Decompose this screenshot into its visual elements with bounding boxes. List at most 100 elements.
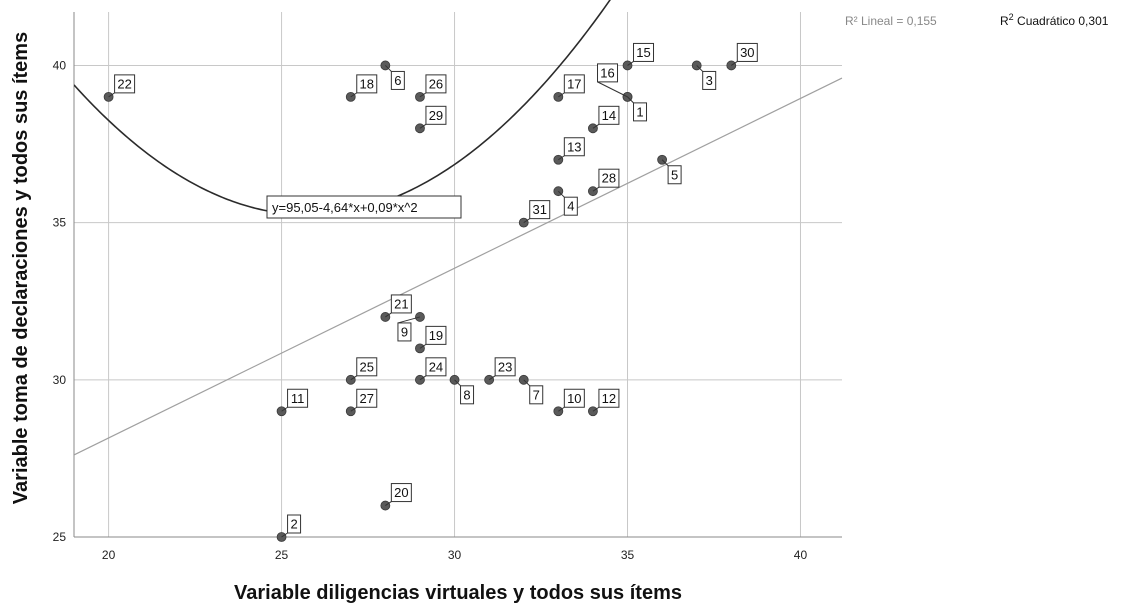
- label-text: 25: [360, 359, 374, 374]
- point-label: 27: [350, 388, 378, 412]
- label-box: [702, 70, 717, 90]
- data-points: [103, 60, 737, 542]
- point-label: 9: [397, 316, 421, 342]
- point-label: 30: [731, 42, 758, 66]
- label-text: 17: [567, 76, 581, 91]
- label-text: 11: [291, 391, 305, 406]
- x-tick-label: 25: [275, 548, 289, 562]
- label-text: 14: [602, 108, 616, 123]
- label-text: 29: [429, 108, 443, 123]
- point-label: 7: [523, 379, 544, 405]
- point-label: 4: [557, 190, 578, 216]
- fit-equation-box: y=95,05-4,64*x+0,09*x^2: [266, 195, 462, 219]
- quadratic-equation: y=95,05-4,64*x+0,09*x^2: [272, 200, 418, 215]
- label-box: [598, 388, 620, 408]
- label-box: [425, 105, 447, 125]
- label-text: 2: [290, 517, 297, 532]
- y-tick-label: 40: [53, 58, 67, 72]
- y-axis-title: Variable toma de declaraciones y todos s…: [10, 32, 32, 504]
- label-leader-line: [558, 92, 565, 98]
- label-leader-line: [592, 186, 600, 192]
- point-label: 2: [281, 514, 302, 538]
- label-text: 9: [401, 324, 408, 339]
- label-text: 30: [740, 45, 754, 60]
- linear-fit-line: [74, 77, 843, 456]
- point-label: 12: [592, 388, 620, 412]
- label-text: 16: [600, 65, 614, 80]
- label-leader-line: [385, 312, 392, 318]
- label-box: [287, 388, 309, 408]
- point-label: 3: [696, 65, 717, 90]
- label-leader-line: [419, 343, 427, 349]
- grid-lines: [74, 12, 842, 538]
- label-text: 18: [360, 76, 374, 91]
- point-label: 19: [419, 325, 447, 349]
- label-text: 8: [463, 387, 470, 402]
- label-box: [736, 42, 758, 62]
- label-box: [667, 165, 682, 185]
- label-leader-line: [350, 92, 358, 98]
- label-text: 22: [117, 76, 131, 91]
- label-leader-line: [397, 316, 421, 324]
- label-box: [460, 385, 475, 405]
- point-label: 29: [419, 105, 447, 129]
- label-box: [494, 357, 516, 377]
- point-label: 31: [523, 200, 551, 224]
- label-box: [529, 200, 551, 220]
- x-tick-label: 30: [448, 548, 462, 562]
- label-text: 12: [602, 391, 616, 406]
- x-tick-label: 35: [621, 548, 635, 562]
- label-text: 20: [394, 485, 408, 500]
- label-box: [425, 74, 447, 94]
- label-leader-line: [661, 159, 669, 167]
- label-text: 27: [360, 391, 374, 406]
- label-leader-line: [731, 61, 738, 66]
- label-box: [390, 294, 412, 314]
- y-tick-label: 25: [53, 530, 67, 544]
- label-leader-line: [627, 61, 634, 66]
- y-tick-label: 35: [53, 216, 67, 230]
- label-text: 28: [602, 171, 616, 186]
- label-leader-line: [592, 406, 600, 412]
- legend-quadratic: R2 Cuadrático 0,301: [1000, 12, 1109, 28]
- point-label: 6: [384, 65, 405, 90]
- label-text: 26: [429, 76, 443, 91]
- label-leader-line: [558, 406, 565, 412]
- point-label: 11: [281, 388, 309, 412]
- label-box: [633, 42, 655, 62]
- label-text: 21: [394, 296, 408, 311]
- label-text: 5: [671, 167, 678, 182]
- label-text: 10: [567, 391, 581, 406]
- point-label: 1: [627, 96, 648, 122]
- label-box: [425, 325, 447, 345]
- label-text: 3: [706, 73, 713, 88]
- label-box: [563, 388, 585, 408]
- point-label: 8: [454, 379, 475, 405]
- label-box: [287, 514, 302, 534]
- point-label: 14: [592, 105, 620, 129]
- label-text: 4: [567, 199, 574, 214]
- point-label: 28: [592, 168, 620, 192]
- label-leader-line: [108, 92, 115, 98]
- label-text: 19: [429, 328, 443, 343]
- label-leader-line: [557, 190, 565, 198]
- label-leader-line: [385, 501, 392, 506]
- label-box: [397, 322, 412, 342]
- point-label: 15: [627, 42, 655, 66]
- label-text: 31: [532, 202, 546, 217]
- fit-lines: [74, 0, 843, 456]
- label-leader-line: [350, 375, 358, 381]
- label-leader-line: [419, 375, 427, 381]
- label-box: [356, 357, 378, 377]
- point-label: 5: [661, 159, 682, 185]
- label-leader-line: [454, 379, 461, 387]
- label-box: [390, 483, 412, 503]
- quadratic-fit-curve: [74, 0, 611, 216]
- label-leader-line: [627, 96, 634, 104]
- label-leader-line: [488, 375, 496, 381]
- x-axis-title: Variable diligencias virtuales y todos s…: [234, 582, 682, 604]
- label-leader-line: [350, 406, 358, 412]
- label-leader-line: [523, 379, 531, 387]
- point-label: 21: [385, 294, 412, 318]
- label-box: [390, 70, 405, 90]
